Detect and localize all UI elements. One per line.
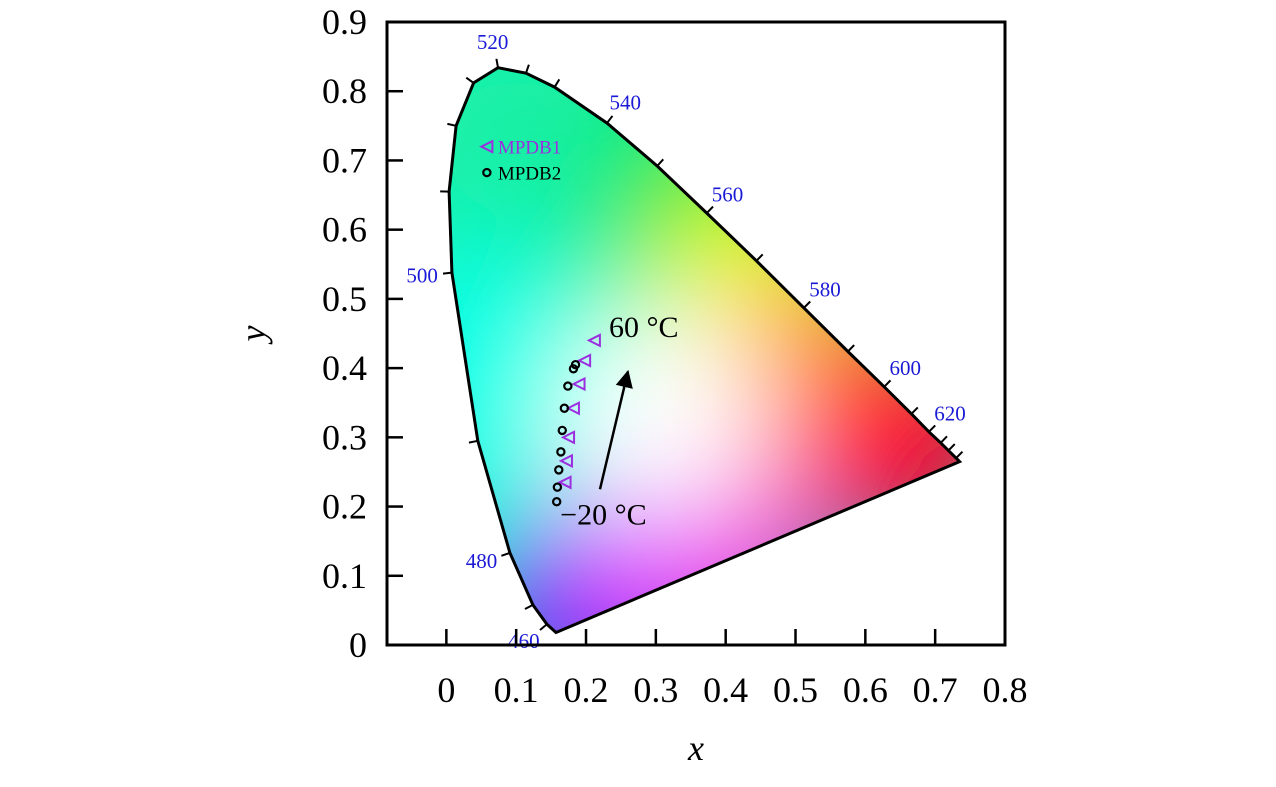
temperature-arrow <box>598 369 633 490</box>
wavelength-label: 540 <box>610 90 642 114</box>
y-tick-label: 0 <box>349 625 367 665</box>
data-point <box>570 359 581 370</box>
temperature-label: −20 °C <box>560 499 646 532</box>
x-tick-label: 0 <box>437 670 455 710</box>
locus-tick <box>847 344 855 353</box>
data-point <box>560 430 576 445</box>
x-tick-label: 0.1 <box>494 670 539 710</box>
legend-label: MPDB1 <box>498 138 561 159</box>
locus-tick <box>883 379 892 388</box>
y-tick-label: 0.8 <box>322 71 367 111</box>
data-series <box>551 333 601 507</box>
y-tick-label: 0.5 <box>322 279 367 319</box>
locus-tick <box>495 58 500 68</box>
spectral-locus-ticks <box>440 58 964 631</box>
data-point <box>563 381 573 391</box>
annotations: 60 °C −20 °C <box>560 311 678 532</box>
locus-tick <box>468 439 478 444</box>
y-tick-label: 0.7 <box>322 140 367 180</box>
data-point <box>576 353 592 368</box>
data-point <box>559 403 570 413</box>
data-point <box>552 482 563 492</box>
y-tick-label: 0.2 <box>322 487 367 527</box>
wavelength-label: 520 <box>477 30 509 54</box>
locus-tick <box>947 443 956 452</box>
x-tick-label: 0.6 <box>843 670 888 710</box>
x-axis: 0 0.1 0.2 0.3 0.4 0.5 0.6 0.7 0.8 <box>437 629 1028 710</box>
legend: MPDB1 MPDB2 <box>479 138 561 185</box>
y-axis: 0 0.1 0.2 0.3 0.4 0.5 0.6 0.7 0.8 0.9 <box>322 2 403 665</box>
locus-tick <box>525 64 530 74</box>
data-point <box>571 376 586 392</box>
locus-tick <box>447 122 457 127</box>
x-tick-label: 0.8 <box>983 670 1028 710</box>
data-point <box>558 453 573 468</box>
locus-tick <box>928 424 936 433</box>
legend-marker <box>479 139 494 154</box>
locus-tick <box>656 158 665 167</box>
x-tick-label: 0.2 <box>564 670 609 710</box>
y-tick-label: 0.3 <box>322 417 367 457</box>
locus-tick <box>501 551 511 557</box>
locus-tick <box>706 205 714 214</box>
locus-tick <box>442 271 453 275</box>
locus-tick <box>606 115 614 124</box>
y-tick-label: 0.6 <box>322 210 367 250</box>
data-point <box>551 497 562 507</box>
locus-tick <box>910 406 919 415</box>
wavelength-label: 500 <box>406 264 438 288</box>
legend-label: MPDB2 <box>498 164 561 185</box>
data-point <box>586 333 601 348</box>
wavelength-label: 560 <box>712 182 744 206</box>
y-tick-label: 0.1 <box>322 556 367 596</box>
wavelength-label: 580 <box>809 277 841 301</box>
legend-marker <box>482 167 492 178</box>
x-tick-label: 0.3 <box>633 670 678 710</box>
gamut-blob <box>797 327 960 548</box>
locus-tick <box>524 603 534 610</box>
locus-tick <box>955 451 964 459</box>
x-tick-label: 0.7 <box>913 670 958 710</box>
x-tick-label: 0.5 <box>773 670 818 710</box>
locus-tick <box>755 253 764 262</box>
data-point <box>565 401 580 416</box>
wavelength-label: 620 <box>934 401 966 425</box>
locus-tick <box>803 300 811 309</box>
y-tick-label: 0.9 <box>322 2 367 42</box>
data-point <box>557 475 572 490</box>
x-tick-label: 0.4 <box>703 670 748 710</box>
y-tick-label: 0.4 <box>322 348 367 388</box>
plot-frame <box>385 20 1007 647</box>
temperature-label: 60 °C <box>609 311 679 344</box>
wavelength-label: 460 <box>508 629 540 653</box>
locus-tick <box>465 76 475 84</box>
locus-tick <box>553 78 561 88</box>
wavelength-label: 480 <box>466 549 498 573</box>
x-axis-title: x <box>687 728 704 768</box>
wavelength-label: 600 <box>889 356 921 380</box>
data-point <box>556 447 566 457</box>
data-point <box>557 425 567 436</box>
spectral-locus-outline <box>447 66 963 635</box>
series-mpdb2 <box>551 359 581 507</box>
locus-tick <box>940 435 948 444</box>
gamut-blob <box>557 311 768 522</box>
series-mpdb1 <box>557 333 601 490</box>
y-axis-title: y <box>233 325 273 344</box>
locus-tick <box>539 623 548 631</box>
wavelength-labels: 460 480 500 520 540 560 580 600 620 <box>406 30 965 653</box>
data-point <box>554 465 564 475</box>
